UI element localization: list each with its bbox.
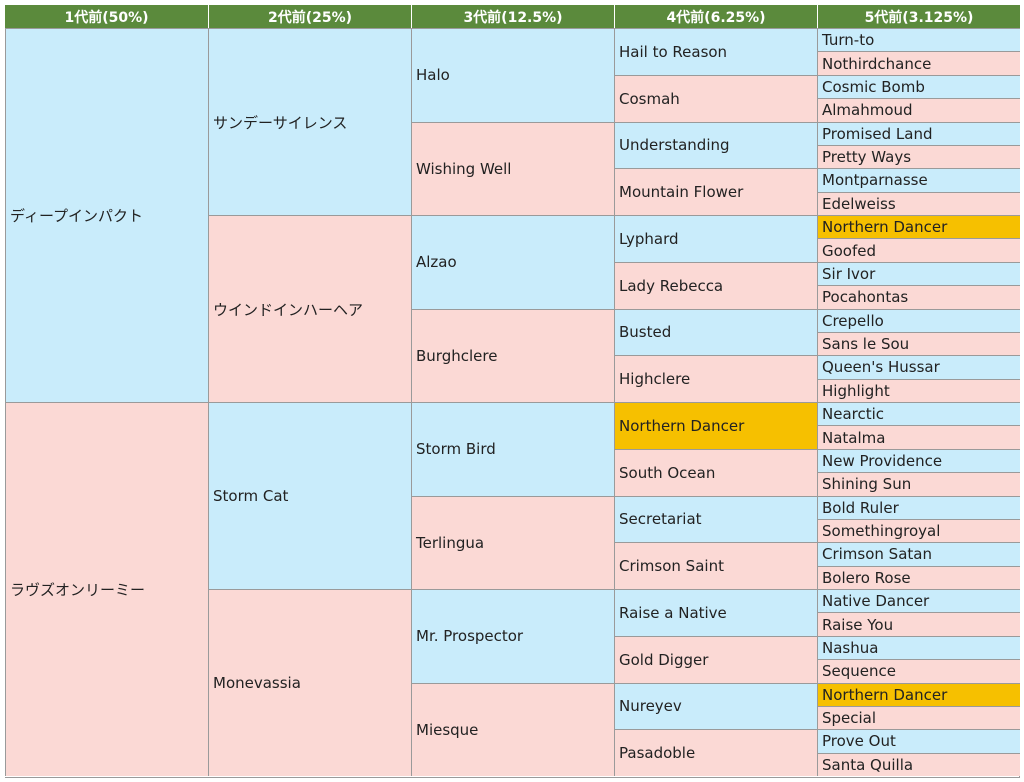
ancestor-gen5-26: Nashua <box>817 635 1020 660</box>
ancestor-gen4-14: Nureyev <box>614 682 817 730</box>
ancestor-gen2-3: Monevassia <box>208 589 411 776</box>
ancestor-gen1-1: ラヴズオンリーミー <box>5 402 208 776</box>
ancestor-gen5-21: Somethingroyal <box>817 518 1020 543</box>
ancestor-gen5-5: Pretty Ways <box>817 144 1020 169</box>
header-gen3: 3代前(12.5%) <box>411 5 614 28</box>
ancestor-gen5-0: Turn-to <box>817 28 1020 52</box>
ancestor-gen4-10: Secretariat <box>614 495 817 543</box>
ancestor-gen5-27: Sequence <box>817 659 1020 683</box>
ancestor-gen5-14: Queen's Hussar <box>817 355 1020 379</box>
ancestor-gen4-6: Busted <box>614 308 817 356</box>
ancestor-gen5-2: Cosmic Bomb <box>817 74 1020 99</box>
ancestor-gen4-5: Lady Rebecca <box>614 261 817 309</box>
ancestor-gen4-1: Cosmah <box>614 74 817 122</box>
ancestor-gen5-16: Nearctic <box>817 402 1020 426</box>
ancestor-gen3-3: Burghclere <box>411 308 614 402</box>
header-gen2: 2代前(25%) <box>208 5 411 28</box>
ancestor-gen5-29: Special <box>817 705 1020 730</box>
ancestor-gen5-7: Edelweiss <box>817 191 1020 215</box>
ancestor-gen4-13: Gold Digger <box>614 635 817 683</box>
ancestor-gen3-5: Terlingua <box>411 495 614 589</box>
ancestor-gen3-4: Storm Bird <box>411 402 614 496</box>
ancestor-gen5-6: Montparnasse <box>817 168 1020 192</box>
ancestor-gen5-12: Crepello <box>817 308 1020 332</box>
ancestor-gen3-7: Miesque <box>411 682 614 776</box>
ancestor-gen5-30: Prove Out <box>817 729 1020 753</box>
ancestor-gen4-15: Pasadoble <box>614 729 817 776</box>
ancestor-gen5-11: Pocahontas <box>817 285 1020 309</box>
ancestor-gen5-4: Promised Land <box>817 121 1020 145</box>
pedigree-table: 1代前(50%) 2代前(25%) 3代前(12.5%) 4代前(6.25%) 5代前(… <box>5 5 1020 778</box>
ancestor-gen5-22: Crimson Satan <box>817 542 1020 566</box>
ancestor-gen3-0: Halo <box>411 28 614 122</box>
ancestor-gen2-2: Storm Cat <box>208 402 411 589</box>
ancestor-gen5-31: Santa Quilla <box>817 752 1020 776</box>
ancestor-gen4-9: South Ocean <box>614 448 817 496</box>
ancestor-gen4-11: Crimson Saint <box>614 542 817 589</box>
ancestor-gen5-17: Natalma <box>817 425 1020 449</box>
ancestor-gen5-9: Goofed <box>817 238 1020 262</box>
ancestor-gen5-3: Almahmoud <box>817 98 1020 122</box>
ancestor-gen4-7: Highclere <box>614 355 817 402</box>
ancestor-gen5-24: Native Dancer <box>817 589 1020 613</box>
ancestor-gen5-20: Bold Ruler <box>817 495 1020 519</box>
ancestor-gen5-23: Bolero Rose <box>817 565 1020 589</box>
ancestor-gen3-6: Mr. Prospector <box>411 589 614 683</box>
ancestor-gen4-4: Lyphard <box>614 215 817 262</box>
ancestor-gen5-19: Shining Sun <box>817 472 1020 496</box>
ancestor-gen5-25: Raise You <box>817 612 1020 636</box>
ancestor-gen5-8: Northern Dancer <box>817 215 1020 239</box>
ancestor-gen2-1: ウインドインハーヘア <box>208 215 411 402</box>
ancestor-gen3-2: Alzao <box>411 215 614 309</box>
ancestor-gen5-18: New Providence <box>817 448 1020 473</box>
ancestor-gen4-3: Mountain Flower <box>614 168 817 215</box>
ancestor-gen4-12: Raise a Native <box>614 589 817 636</box>
ancestor-gen2-0: サンデーサイレンス <box>208 28 411 215</box>
ancestor-gen1-0: ディープインパクト <box>5 28 208 402</box>
ancestor-gen4-8: Northern Dancer <box>614 402 817 449</box>
header-gen1: 1代前(50%) <box>5 5 208 28</box>
ancestor-gen5-15: Highlight <box>817 378 1020 402</box>
ancestor-gen4-2: Understanding <box>614 121 817 169</box>
ancestor-gen3-1: Wishing Well <box>411 121 614 215</box>
ancestor-gen5-1: Nothirdchance <box>817 51 1020 75</box>
header-gen5: 5代前(3.125%) <box>817 5 1020 28</box>
ancestor-gen5-28: Northern Dancer <box>817 682 1020 706</box>
ancestor-gen4-0: Hail to Reason <box>614 28 817 75</box>
header-gen4: 4代前(6.25%) <box>614 5 817 28</box>
ancestor-gen5-13: Sans le Sou <box>817 331 1020 356</box>
ancestor-gen5-10: Sir Ivor <box>817 261 1020 286</box>
